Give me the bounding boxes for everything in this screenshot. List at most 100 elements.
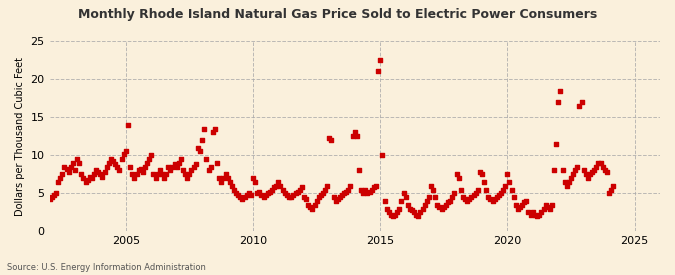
Point bbox=[86, 176, 97, 180]
Point bbox=[112, 164, 123, 169]
Point bbox=[470, 191, 481, 196]
Point bbox=[464, 197, 475, 202]
Point bbox=[406, 208, 417, 212]
Point bbox=[173, 161, 184, 165]
Point bbox=[180, 172, 190, 177]
Point bbox=[82, 177, 93, 182]
Point bbox=[80, 180, 91, 184]
Point bbox=[447, 195, 458, 199]
Point bbox=[371, 183, 381, 188]
Text: Monthly Rhode Island Natural Gas Price Sold to Electric Power Consumers: Monthly Rhode Island Natural Gas Price S… bbox=[78, 8, 597, 21]
Point bbox=[513, 206, 524, 211]
Point bbox=[468, 192, 479, 197]
Point bbox=[313, 195, 324, 199]
Point bbox=[292, 189, 303, 194]
Point bbox=[63, 170, 74, 174]
Point bbox=[367, 187, 377, 192]
Point bbox=[259, 195, 269, 199]
Point bbox=[360, 187, 371, 192]
Point bbox=[547, 202, 558, 207]
Point bbox=[78, 176, 89, 180]
Point bbox=[319, 187, 330, 192]
Point bbox=[273, 180, 284, 184]
Point bbox=[330, 199, 341, 203]
Point bbox=[216, 180, 227, 184]
Point bbox=[369, 185, 379, 189]
Point bbox=[605, 187, 616, 192]
Point bbox=[479, 180, 489, 184]
Point bbox=[243, 191, 254, 196]
Point bbox=[559, 180, 570, 184]
Point bbox=[49, 192, 59, 197]
Point bbox=[328, 195, 339, 199]
Point bbox=[491, 195, 502, 199]
Point bbox=[534, 212, 545, 217]
Point bbox=[279, 191, 290, 196]
Point bbox=[453, 176, 464, 180]
Point bbox=[348, 134, 358, 138]
Point bbox=[229, 187, 240, 192]
Point bbox=[106, 157, 117, 161]
Point bbox=[538, 206, 549, 211]
Point bbox=[379, 199, 390, 203]
Point bbox=[445, 199, 456, 203]
Point bbox=[184, 172, 195, 177]
Point bbox=[362, 191, 373, 196]
Point bbox=[250, 180, 261, 184]
Point bbox=[218, 176, 229, 180]
Point bbox=[235, 195, 246, 199]
Point bbox=[589, 168, 600, 173]
Point bbox=[265, 189, 275, 194]
Point bbox=[151, 176, 161, 180]
Point bbox=[88, 172, 99, 177]
Point bbox=[402, 202, 413, 207]
Point bbox=[317, 191, 328, 196]
Point bbox=[322, 183, 333, 188]
Point bbox=[74, 161, 84, 165]
Point bbox=[493, 192, 504, 197]
Point bbox=[434, 205, 445, 209]
Point bbox=[540, 202, 551, 207]
Point bbox=[51, 191, 61, 196]
Point bbox=[46, 195, 57, 199]
Point bbox=[443, 200, 454, 205]
Point bbox=[477, 172, 487, 177]
Point bbox=[585, 172, 595, 177]
Point bbox=[163, 164, 173, 169]
Point bbox=[377, 153, 387, 157]
Point bbox=[515, 205, 526, 209]
Point bbox=[436, 206, 447, 211]
Point bbox=[237, 197, 248, 202]
Point bbox=[220, 172, 231, 177]
Point bbox=[483, 195, 493, 199]
Point bbox=[603, 191, 614, 196]
Point bbox=[142, 161, 153, 165]
Point bbox=[396, 199, 407, 203]
Point bbox=[326, 138, 337, 142]
Point bbox=[458, 195, 468, 199]
Point bbox=[300, 197, 311, 202]
Point bbox=[392, 210, 403, 214]
Point bbox=[510, 202, 521, 207]
Point bbox=[227, 183, 238, 188]
Point bbox=[271, 183, 282, 188]
Point bbox=[127, 172, 138, 177]
Point bbox=[68, 161, 78, 165]
Point bbox=[456, 187, 466, 192]
Point bbox=[551, 142, 562, 146]
Point bbox=[207, 130, 218, 134]
Point bbox=[135, 167, 146, 171]
Point bbox=[233, 192, 244, 197]
Point bbox=[385, 212, 396, 217]
Point bbox=[267, 187, 277, 192]
Point bbox=[387, 214, 398, 218]
Point bbox=[261, 192, 271, 197]
Point bbox=[298, 195, 309, 199]
Point bbox=[116, 157, 127, 161]
Point bbox=[475, 170, 485, 174]
Point bbox=[375, 58, 385, 62]
Point bbox=[389, 212, 400, 217]
Point bbox=[169, 162, 180, 167]
Point bbox=[307, 206, 318, 211]
Point bbox=[421, 199, 432, 203]
